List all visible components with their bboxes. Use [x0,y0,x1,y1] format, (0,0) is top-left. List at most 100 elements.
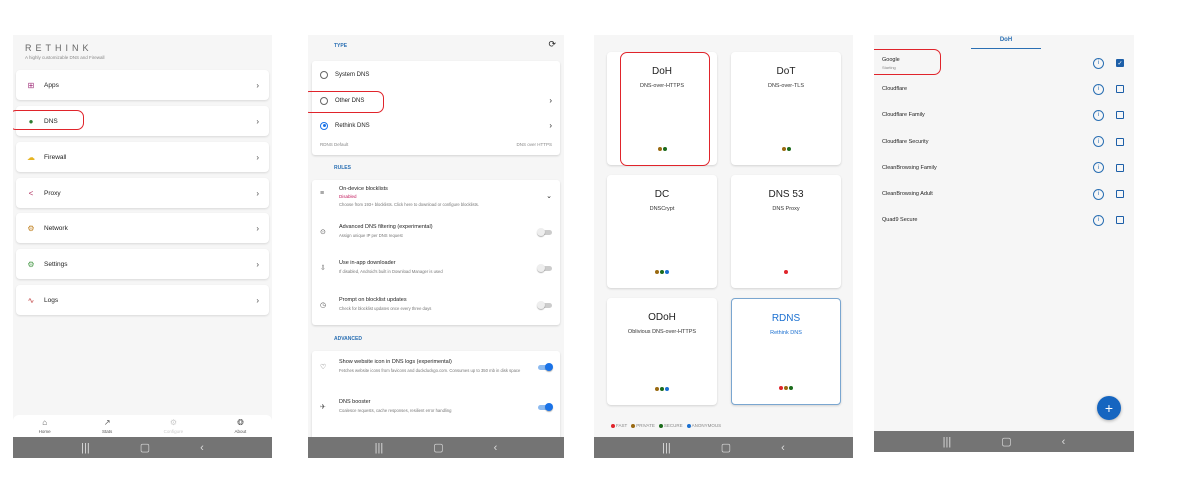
chevron-down-icon[interactable]: ⌄ [546,193,552,200]
option-other-dns[interactable]: Other DNS › [320,96,552,105]
dns-type-card-odoh[interactable]: ODoH Oblivious DNS-over-HTTPS [607,298,717,405]
resolver-item[interactable]: Cloudflare Security i [882,131,1124,153]
home-button[interactable]: ▢ [433,442,444,454]
nav-stats[interactable]: ↗ Stats [102,415,112,437]
legend-label: FAST [616,423,628,428]
checkbox[interactable] [1116,111,1124,120]
tab-doh[interactable]: DoH [971,35,1041,49]
resolver-status: Starting [882,64,896,70]
home-button[interactable]: ▢ [720,442,732,454]
app-brand: RETHINK [25,43,93,53]
setting-title: Prompt on blocklist updates [339,297,407,303]
setting-item[interactable]: ⊙ Advanced DNS filtering (experimental) As… [320,224,552,238]
info-icon[interactable]: i [1093,109,1104,121]
dot-private [657,147,662,151]
radio-button[interactable] [320,121,328,130]
dns-protocol-label: DNS over HTTPS [516,142,552,147]
setting-text: Prompt on blocklist updates Check for blo… [339,297,431,311]
system-nav-bar: ||| ▢ ‹ [874,431,1134,452]
home-item-logs[interactable]: ∿ Logs › [16,285,269,315]
dns-type-card-dot[interactable]: DoT DNS-over-TLS [731,52,841,165]
toggle-switch[interactable] [537,264,552,272]
nav-configure[interactable]: ⚙ Configure [164,415,184,437]
setting-text: Advanced DNS filtering (experimental) Ass… [339,224,433,238]
radio-button[interactable] [320,71,328,79]
resolver-name: CleanBrowsing Adult [882,191,933,197]
home-item-network[interactable]: ⚙ Network › [16,213,269,243]
chevron-right-icon: › [256,223,259,233]
home-icon: ⌂ [42,418,48,427]
recents-button[interactable]: ||| [662,441,671,454]
dns-type-card-doh[interactable]: DoH DNS-over-HTTPS [607,52,717,165]
checkbox[interactable]: ✓ [1116,59,1124,67]
radio-button[interactable] [320,96,328,105]
option-system-dns[interactable]: System DNS [320,71,552,79]
home-item-label: Apps [44,81,59,89]
setting-item[interactable]: ♡ Show website icon in DNS logs (experime… [320,359,553,373]
nav-about[interactable]: ❂ About [235,415,247,437]
option-rethink-dns[interactable]: Rethink DNS › [320,121,552,130]
setting-item[interactable]: ◷ Prompt on blocklist updates Check for bl… [320,297,552,311]
refresh-icon[interactable]: ⟳ [548,39,556,49]
toggle-switch[interactable] [537,301,552,309]
resolver-item[interactable]: CleanBrowsing Adult i [882,183,1124,205]
dot-private [631,423,636,428]
dns-type-card-rdns[interactable]: RDNS Rethink DNS [731,298,841,405]
info-icon[interactable]: i [1093,136,1104,148]
home-item-label: DNS [44,117,58,125]
toggle-switch[interactable] [537,228,552,236]
checkbox[interactable] [1116,163,1124,172]
setting-title: Use in-app downloader [339,260,396,266]
checkbox[interactable] [1116,190,1124,198]
home-item-label: Firewall [44,153,67,161]
resolver-item[interactable]: Cloudflare i [882,78,1124,100]
checkbox[interactable] [1116,85,1124,94]
setting-item[interactable]: ⇩ Use in-app downloader If disabled, Andro… [320,260,552,274]
home-item-firewall[interactable]: ☁ Firewall › [16,142,269,172]
home-button[interactable]: ▢ [139,442,151,454]
home-screen: RETHINK A highly customizable DNS and Fi… [13,35,272,458]
info-icon[interactable]: i [1093,188,1104,200]
home-item-settings[interactable]: ⚙ Settings › [16,249,269,279]
home-item-apps[interactable]: ⊞ Apps › [16,70,269,100]
recents-button[interactable]: ||| [942,435,952,448]
home-item-proxy[interactable]: < Proxy › [16,178,269,208]
checkbox[interactable] [1116,216,1124,225]
back-button[interactable]: ‹ [1061,435,1066,448]
checkbox[interactable] [1116,137,1124,146]
info-icon[interactable]: i [1093,162,1104,174]
dot-secure [789,386,793,390]
card-title: DNS 53 [768,189,804,200]
nav-home[interactable]: ⌂ Home [39,415,51,437]
home-item-dns[interactable]: ● DNS › [16,106,269,136]
dot-secure [660,387,664,391]
back-button[interactable]: ‹ [493,441,498,454]
add-button[interactable]: + [1097,396,1121,420]
setting-item[interactable]: ✈ DNS booster Coalesce requests, cache res… [320,399,553,413]
feature-dots [607,147,717,151]
info-icon[interactable]: i [1093,57,1104,69]
resolver-item[interactable]: Quad9 Secure i [882,209,1124,231]
toggle-switch[interactable] [538,403,553,411]
home-button[interactable]: ▢ [1001,436,1012,448]
setting-item[interactable]: ≡ On-device blocklists Disabled Choose from… [320,186,552,207]
resolver-item[interactable]: Google Starting i ✓ [882,52,1124,74]
toggle-switch[interactable] [538,363,553,371]
resolver-item[interactable]: CleanBrowsing Family i [882,157,1124,179]
nav-label: Home [38,429,51,434]
back-button[interactable]: ‹ [200,441,204,454]
card-title: RDNS [771,313,801,324]
resolver-item[interactable]: Cloudflare Family i [882,104,1124,126]
recents-button[interactable]: ||| [374,441,384,454]
dns-type-card-dns53[interactable]: DNS 53 DNS Proxy [731,175,841,288]
resolver-text: Cloudflare Family [882,112,925,118]
info-icon[interactable]: i [1093,214,1104,226]
card-title: DoH [651,66,672,77]
dns-type-card-dc[interactable]: DC DNSCrypt [607,175,717,288]
type-card: RDNS Default DNS over HTTPS System DNS Ot… [312,61,560,155]
home-item-label: Logs [44,296,59,304]
option-label: Other DNS [335,97,365,104]
info-icon[interactable]: i [1093,83,1104,95]
back-button[interactable]: ‹ [781,441,785,454]
recents-button[interactable]: ||| [81,441,90,454]
